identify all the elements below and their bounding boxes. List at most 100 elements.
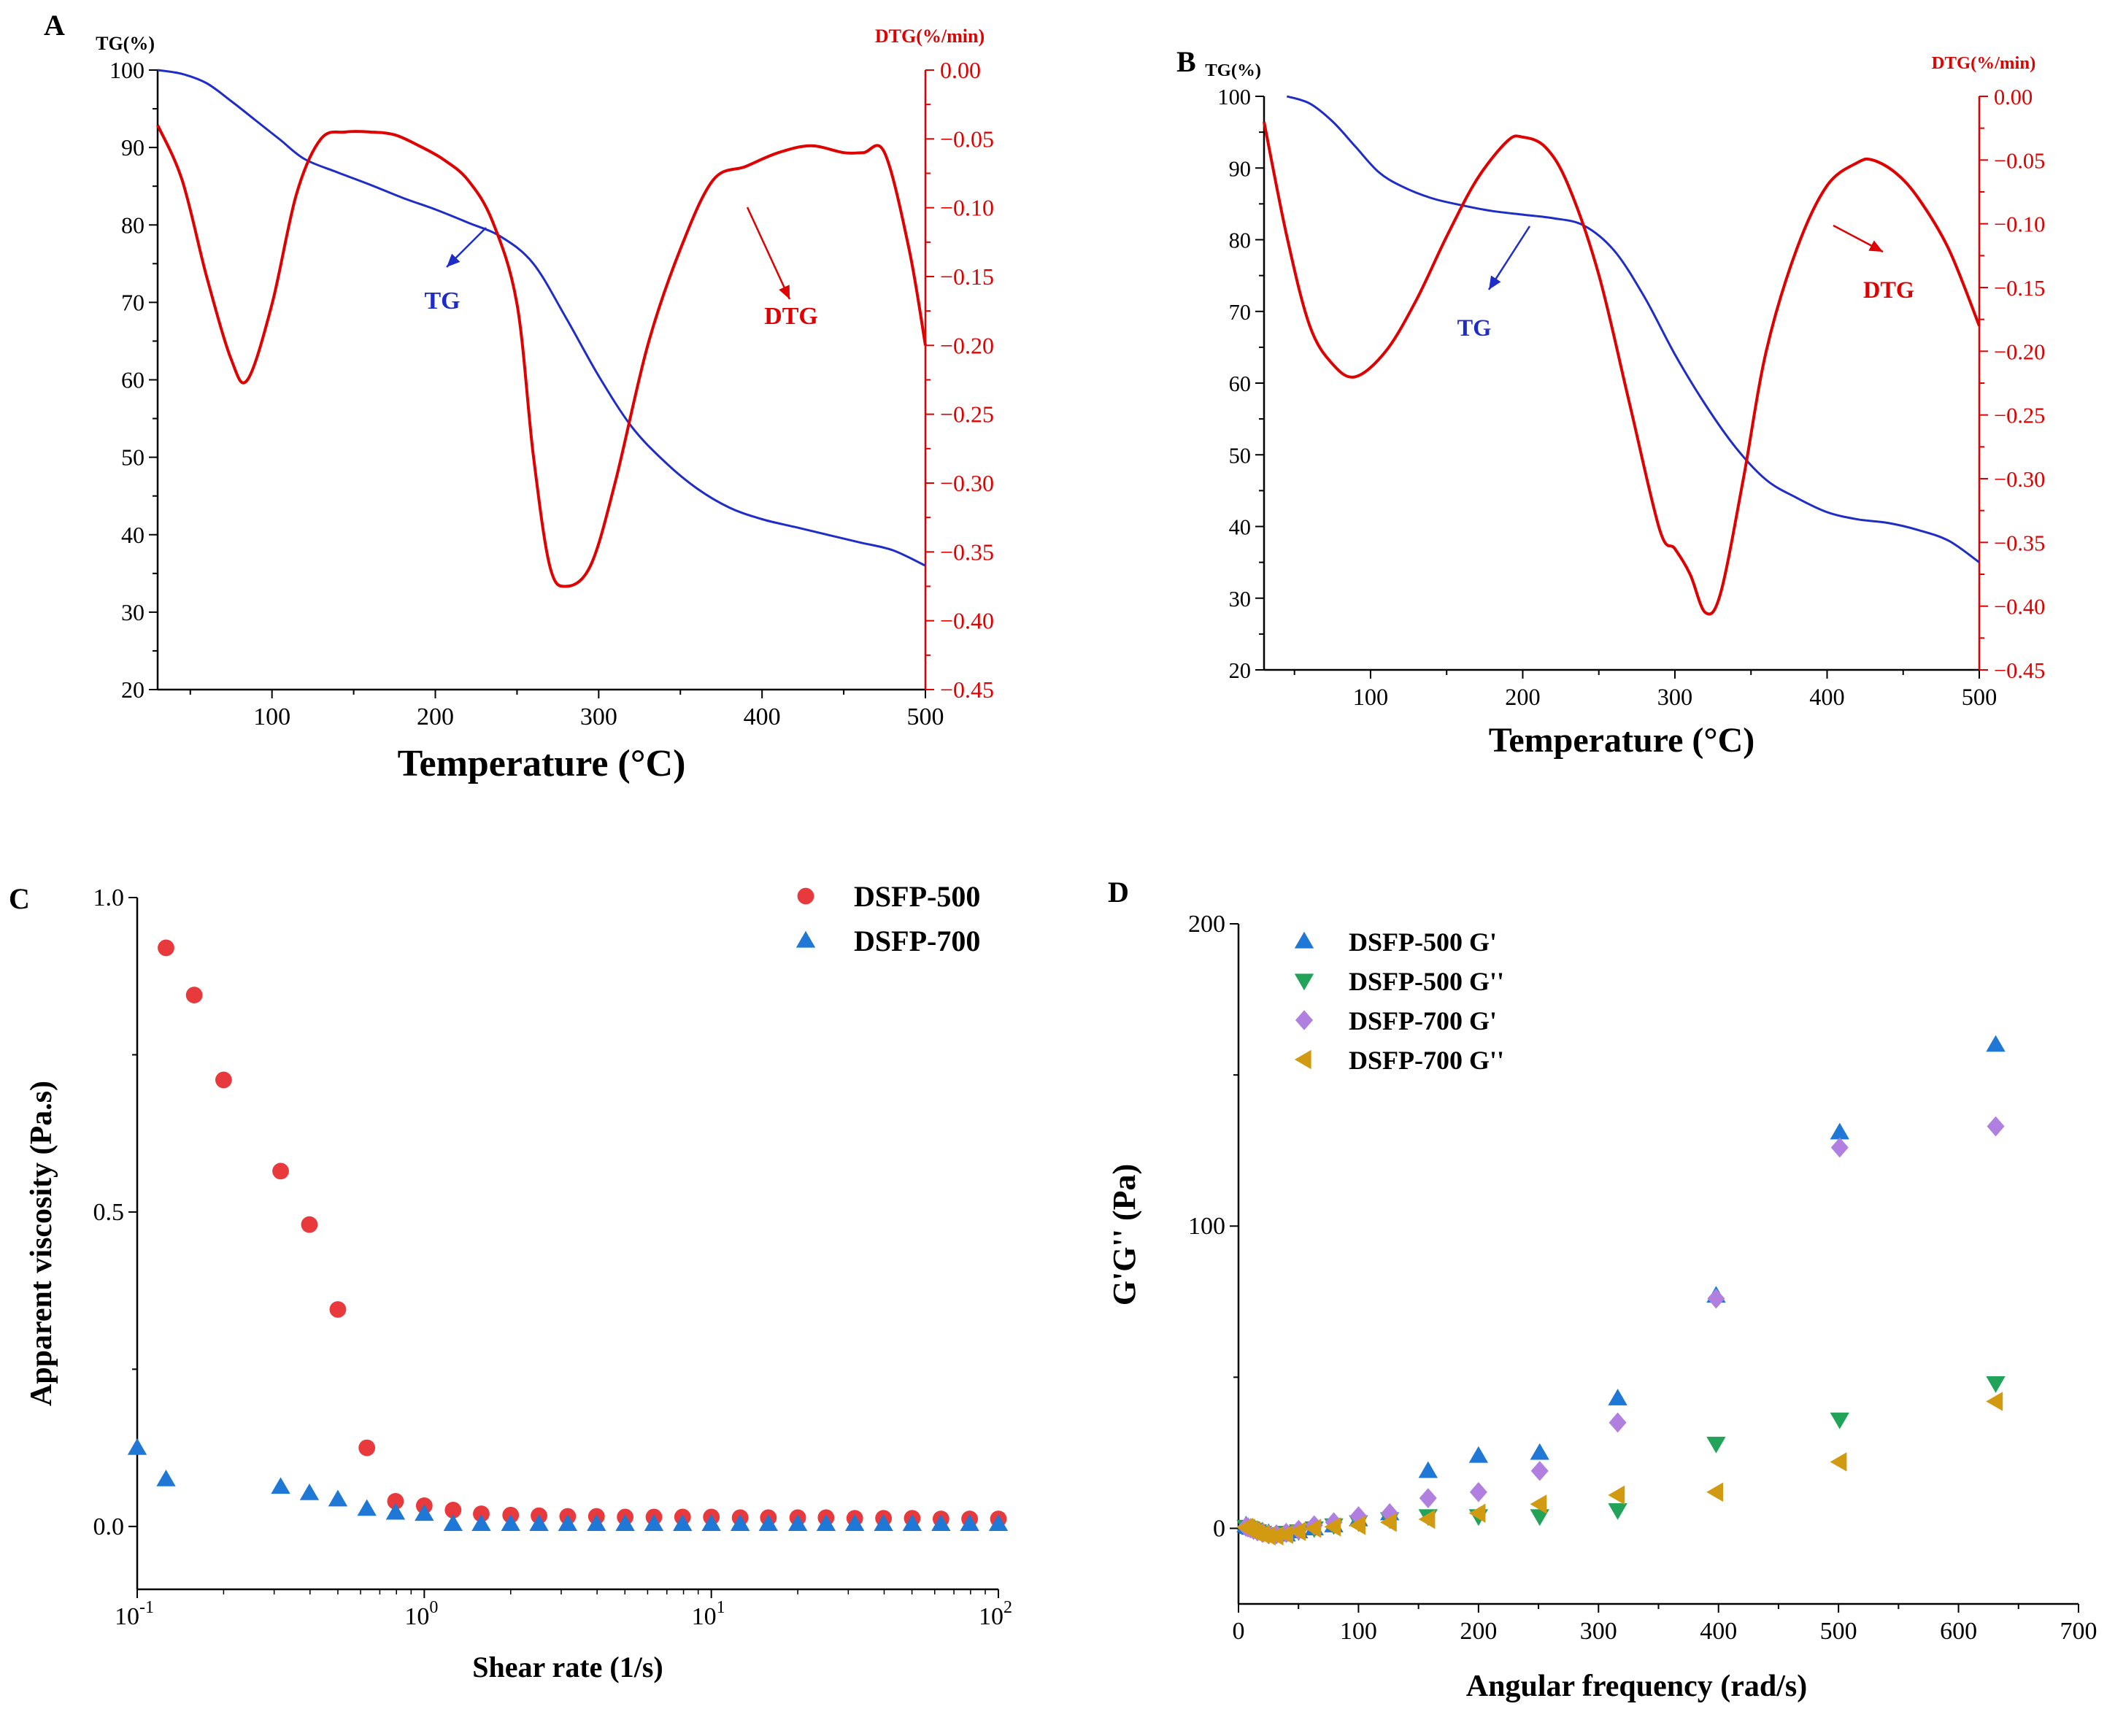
x-tick-base: 10 <box>404 1603 429 1630</box>
data-point <box>730 1514 750 1531</box>
data-point <box>1987 1116 2005 1137</box>
y-left-tick-label: 40 <box>1229 515 1251 540</box>
data-point <box>816 1514 836 1531</box>
data-point <box>758 1514 779 1531</box>
data-point <box>1468 1503 1486 1523</box>
panel-a: A 100 200 300 400 500 20 30 40 50 60 70 80 90 100 0.00… <box>44 9 994 784</box>
y-left-tick-label: 90 <box>1229 156 1251 181</box>
data-point <box>1706 1436 1726 1454</box>
y-right-tick-label: −0.40 <box>940 608 994 634</box>
y-axis-title: G'G'' (Pa) <box>1106 1164 1142 1305</box>
data-point <box>902 1514 922 1531</box>
data-point <box>615 1514 635 1531</box>
data-point <box>1608 1502 1627 1520</box>
dtg-curve <box>1263 121 1981 616</box>
y-tick-label: 0.5 <box>93 1199 125 1226</box>
tg-curve <box>1286 95 1980 563</box>
data-point <box>1830 1452 1847 1472</box>
x-tick-label: 300 <box>1580 1618 1617 1645</box>
data-point <box>385 1502 406 1520</box>
data-point <box>1468 1446 1489 1463</box>
data-point <box>415 1504 434 1521</box>
y-right-axis-title: DTG(%/min) <box>1932 53 2036 73</box>
y-left-tick-label: 80 <box>121 212 145 238</box>
data-point <box>1530 1509 1549 1527</box>
data-point <box>444 1502 462 1519</box>
data-point <box>1706 1482 1724 1502</box>
data-point <box>644 1514 664 1531</box>
dtg-arrow-head <box>779 285 790 299</box>
legend-label: DSFP-700 <box>854 925 980 957</box>
data-point <box>185 987 203 1003</box>
data-point <box>931 1514 951 1531</box>
y-right-tick-label: 0.00 <box>940 57 981 83</box>
dtg-curve <box>156 124 927 588</box>
dtg-arrow-shaft <box>746 207 791 300</box>
data-point <box>1266 1526 1284 1546</box>
y-left-tick-label: 20 <box>121 676 145 703</box>
x-tick-exponent: 2 <box>1003 1598 1012 1617</box>
y-left-tick-label: 60 <box>1229 371 1251 396</box>
y-left-tick-label: 80 <box>1229 228 1251 253</box>
x-tick-exponent: 0 <box>429 1598 438 1617</box>
data-point <box>299 1483 320 1500</box>
panel-label-b: B <box>1176 45 1196 78</box>
y-left-tick-label: 30 <box>1229 587 1251 612</box>
y-tick-label: 100 <box>1188 1213 1225 1240</box>
x-tick-label: 100 <box>1353 684 1388 710</box>
legend-label: DSFP-700 G' <box>1349 1006 1497 1035</box>
legend-marker <box>1294 1049 1311 1070</box>
x-tick-label: 200 <box>417 703 454 730</box>
data-point <box>501 1514 520 1531</box>
x-tick-base: 10 <box>979 1603 1003 1630</box>
legend-label: DSFP-500 <box>854 880 980 913</box>
data-point <box>271 1477 290 1494</box>
x-tick-label: 400 <box>1809 684 1844 710</box>
data-point <box>1608 1389 1627 1405</box>
data-point <box>1349 1516 1366 1535</box>
tg-arrow-head <box>1489 275 1501 290</box>
y-right-axis-title: DTG(%/min) <box>875 26 985 47</box>
data-point <box>1830 1412 1849 1430</box>
data-point <box>558 1514 578 1531</box>
data-point <box>1530 1494 1547 1514</box>
data-point <box>1830 1122 1849 1140</box>
legend-label: DSFP-700 G'' <box>1349 1046 1504 1075</box>
y-axis-title: Apparent viscosity (Pa.s) <box>25 1081 58 1406</box>
x-tick-base: 10 <box>115 1603 139 1630</box>
data-point <box>787 1514 808 1531</box>
data-point <box>1419 1488 1437 1508</box>
data-point <box>1304 1519 1322 1538</box>
x-tick-label: 0 <box>1233 1618 1245 1645</box>
x-tick-label: 600 <box>1940 1618 1977 1645</box>
x-tick-label: 10-1 <box>115 1598 154 1630</box>
y-left-tick-label: 20 <box>1229 658 1251 683</box>
data-point <box>845 1514 865 1531</box>
data-point <box>1276 1524 1294 1544</box>
y-right-tick-label: 0.00 <box>1994 85 2033 109</box>
data-point <box>272 1162 289 1180</box>
y-right-tick-label: −0.35 <box>1994 531 2045 555</box>
x-tick-label: 500 <box>907 703 944 730</box>
x-tick-label: 102 <box>979 1598 1012 1630</box>
y-tick-label: 0 <box>1213 1515 1225 1542</box>
data-point <box>443 1514 463 1531</box>
x-tick-label: 100 <box>404 1598 438 1630</box>
x-tick-label: 101 <box>692 1598 725 1630</box>
data-point <box>1986 1035 2006 1052</box>
data-point <box>473 1505 490 1522</box>
legend-marker <box>797 887 814 905</box>
data-point <box>673 1514 693 1531</box>
data-point <box>387 1492 404 1510</box>
panel-label-c: C <box>9 882 30 915</box>
panel-label-d: D <box>1108 876 1129 908</box>
legend-marker <box>795 930 816 948</box>
x-tick-label: 200 <box>1505 684 1540 710</box>
y-tick-label: 200 <box>1188 911 1225 938</box>
data-point <box>1530 1443 1549 1460</box>
legend-marker <box>1294 931 1314 949</box>
data-point <box>158 939 174 957</box>
x-tick-label: 100 <box>253 703 290 730</box>
